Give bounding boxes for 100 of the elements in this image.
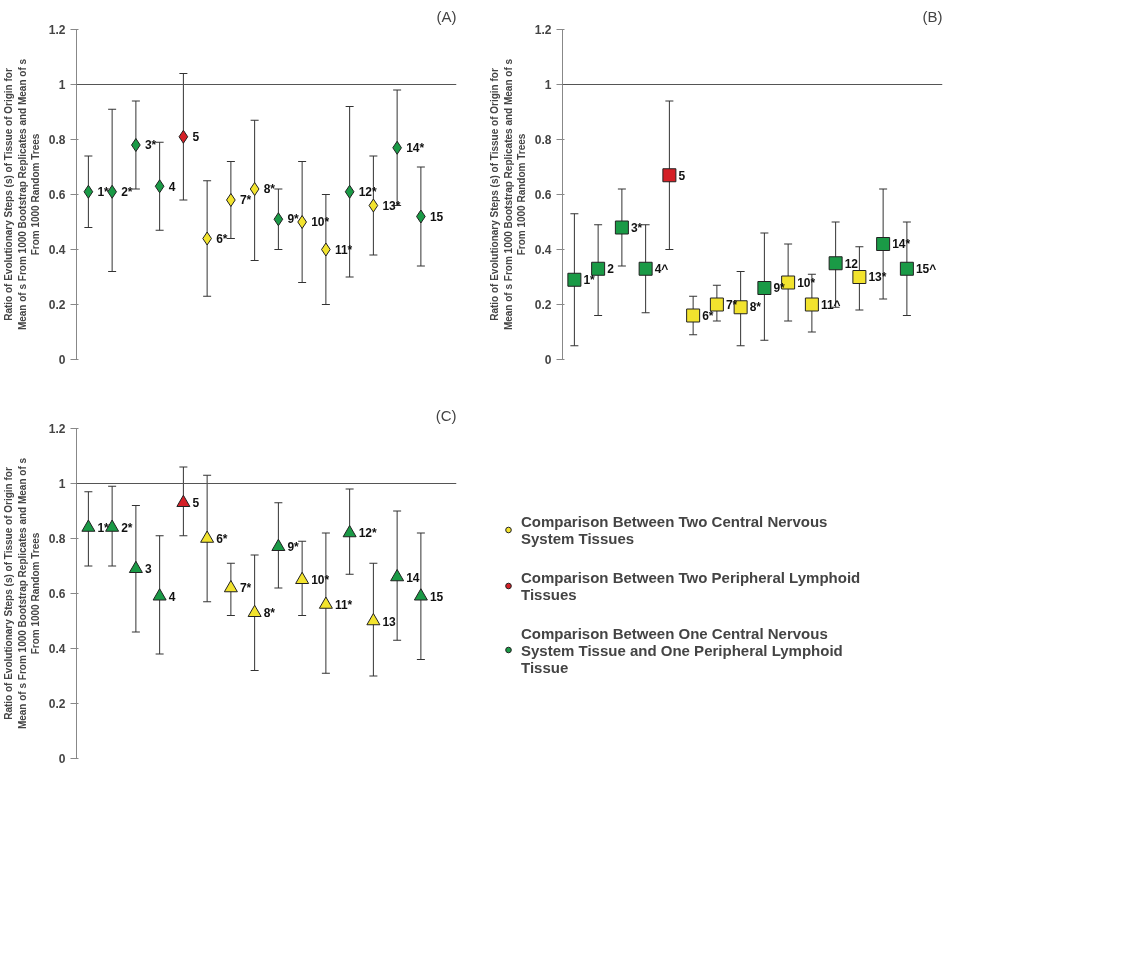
point bbox=[638, 261, 653, 276]
annotation: 8* bbox=[263, 182, 276, 196]
annotation: 3* bbox=[144, 138, 157, 152]
annotation: 12 bbox=[844, 256, 859, 271]
point bbox=[295, 571, 310, 584]
point bbox=[226, 193, 236, 207]
point bbox=[223, 579, 238, 593]
point bbox=[271, 538, 286, 551]
point bbox=[828, 256, 843, 271]
y-tick-label: 1.2 bbox=[48, 23, 66, 37]
annotation: 1* bbox=[583, 272, 596, 287]
annotation: 6* bbox=[702, 308, 714, 323]
point bbox=[342, 524, 357, 538]
legend-label: Comparison Between Two Peripheral Lymphoid Tissues bbox=[521, 568, 861, 602]
y-tick-label: 0.8 bbox=[534, 133, 552, 147]
y-axis-title: Ratio of Evolutionary Steps (s) of Tissue of Origin for Mean of s From 1000 Bootstrap Replicates and Mean of s From 1000 Random Trees bbox=[489, 58, 527, 331]
y-tick-label: 1.2 bbox=[534, 23, 552, 37]
annotation: 3 bbox=[144, 562, 152, 577]
annotation: 15^ bbox=[915, 261, 937, 276]
annotation: 9* bbox=[773, 281, 786, 295]
annotation: 12* bbox=[358, 526, 377, 540]
annotation: 10* bbox=[311, 215, 330, 229]
y-tick-label: 1 bbox=[544, 78, 552, 92]
annotation: 13* bbox=[382, 198, 401, 213]
point bbox=[366, 612, 381, 626]
point bbox=[200, 530, 215, 543]
y-tick-label: 0 bbox=[544, 353, 552, 367]
annotation: 5 bbox=[192, 130, 200, 145]
y-axis-title: Ratio of Evolutionary Steps (s) of Tissue of Origin for Mean of s From 1000 Bootstrap Replicates and Mean of s From 1000 Random Trees bbox=[3, 58, 41, 331]
annotation: 14 bbox=[406, 570, 420, 585]
point bbox=[344, 184, 355, 199]
annotation: 2* bbox=[121, 184, 133, 199]
annotation: 7* bbox=[239, 193, 252, 207]
annotation: 11* bbox=[334, 597, 353, 612]
point bbox=[662, 168, 677, 183]
chart-title: (C) bbox=[435, 406, 457, 424]
y-tick-label: 0 bbox=[58, 353, 66, 367]
annotation: 15 bbox=[429, 589, 444, 604]
annotation: 3* bbox=[630, 220, 643, 235]
y-tick-label: 1.2 bbox=[48, 422, 66, 436]
point bbox=[709, 297, 724, 312]
point bbox=[876, 237, 891, 251]
annotation: 9* bbox=[287, 539, 300, 554]
point bbox=[273, 212, 284, 227]
annotation: 4 bbox=[168, 179, 176, 194]
point bbox=[83, 184, 94, 199]
point bbox=[686, 308, 701, 323]
annotation: 4^ bbox=[654, 261, 669, 276]
point bbox=[81, 519, 96, 532]
annotation: 6* bbox=[216, 531, 228, 546]
legend-label: Comparison Between Two Central Nervous System Tissues bbox=[521, 512, 828, 546]
y-tick-label: 0 bbox=[58, 752, 66, 766]
point bbox=[176, 494, 191, 507]
annotation: 14* bbox=[406, 140, 425, 155]
annotation: 2 bbox=[607, 262, 615, 277]
annotation: 8* bbox=[749, 300, 762, 315]
y-tick-label: 0.8 bbox=[48, 532, 66, 546]
chart-title: (A) bbox=[436, 7, 457, 25]
point bbox=[591, 261, 606, 276]
y-tick-label: 1 bbox=[58, 78, 66, 92]
annotation: 6* bbox=[216, 231, 228, 246]
annotation: 10* bbox=[311, 572, 330, 587]
chart-title: (B) bbox=[922, 7, 943, 25]
annotation: 8* bbox=[263, 605, 276, 620]
y-tick-label: 0.6 bbox=[48, 188, 66, 202]
y-tick-label: 0.4 bbox=[534, 243, 552, 257]
y-tick-label: 0.8 bbox=[48, 133, 66, 147]
annotation: 13* bbox=[868, 270, 887, 284]
point bbox=[368, 198, 379, 213]
point bbox=[413, 588, 428, 601]
point bbox=[247, 604, 262, 617]
point bbox=[390, 568, 405, 582]
annotation: 5 bbox=[678, 168, 686, 183]
y-tick-label: 0.2 bbox=[48, 697, 66, 711]
annotation: 5 bbox=[192, 496, 200, 511]
y-axis-title: Ratio of Evolutionary Steps (s) of Tissue of Origin for Mean of s From 1000 Bootstrap Replicates and Mean of s From 1000 Random Trees bbox=[3, 457, 41, 730]
point bbox=[852, 270, 867, 284]
y-tick-label: 0.4 bbox=[48, 243, 66, 257]
point bbox=[131, 138, 141, 152]
annotation: 9* bbox=[287, 212, 300, 227]
point bbox=[178, 129, 189, 144]
y-tick-label: 0.6 bbox=[534, 188, 552, 202]
point bbox=[128, 560, 143, 573]
point bbox=[249, 182, 260, 196]
y-tick-label: 0.2 bbox=[48, 298, 66, 312]
point bbox=[154, 179, 165, 194]
legend-label: Comparison Between One Central Nervous System Tissue and One Peripheral Lymphoid Tissue bbox=[521, 624, 843, 675]
annotation: 1* bbox=[97, 184, 110, 199]
point bbox=[757, 281, 772, 295]
annotation: 13 bbox=[382, 614, 397, 629]
point bbox=[152, 588, 167, 601]
y-tick-label: 0.6 bbox=[48, 587, 66, 601]
y-tick-label: 0.4 bbox=[48, 642, 66, 656]
annotation: 2* bbox=[121, 520, 133, 535]
point bbox=[804, 297, 819, 312]
annotation: 15 bbox=[429, 210, 444, 224]
annotation: 14* bbox=[892, 237, 911, 251]
annotation: 7* bbox=[239, 581, 252, 595]
point bbox=[567, 272, 582, 287]
y-tick-label: 0.2 bbox=[534, 298, 552, 312]
